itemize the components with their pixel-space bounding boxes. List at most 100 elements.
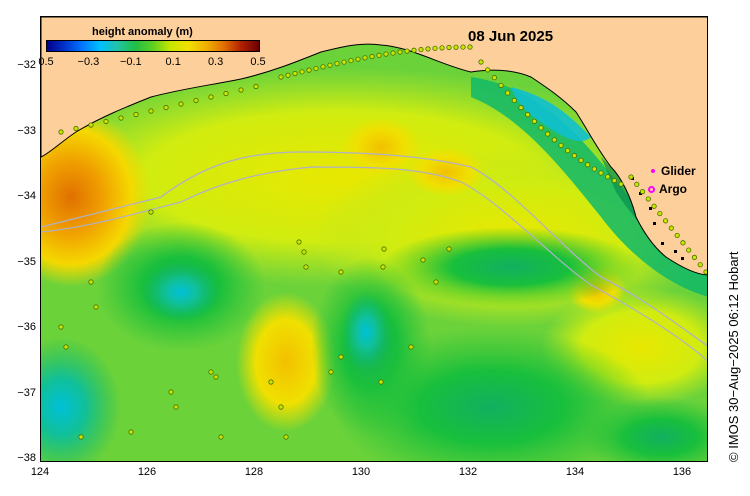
lat-tick-label: −32 <box>17 59 36 71</box>
anomaly-low <box>331 327 651 461</box>
glider-position <box>628 174 634 180</box>
glider-position <box>691 254 698 260</box>
glider-position <box>605 174 611 180</box>
contour-line <box>41 166 707 362</box>
anomaly-warm-spot <box>341 117 421 177</box>
glider-position <box>453 44 459 50</box>
island-marker <box>681 257 684 260</box>
argo-float-position <box>128 429 134 435</box>
argo-float-position <box>208 369 214 375</box>
glider-position <box>657 210 663 217</box>
glider-position <box>639 189 646 195</box>
lat-tick-label: −35 <box>17 255 36 268</box>
glider-position <box>432 45 438 51</box>
glider-position <box>645 196 651 202</box>
glider-position <box>505 90 511 96</box>
glider-position <box>439 45 445 51</box>
legend-argo: Argo <box>648 180 696 198</box>
glider-position <box>571 153 577 159</box>
legend: Glider Argo <box>648 162 696 198</box>
argo-float-position <box>283 434 289 440</box>
glider-position <box>383 51 389 57</box>
glider-position <box>545 131 551 137</box>
glider-position <box>58 129 64 135</box>
sea-level-anomaly-map <box>41 17 707 461</box>
glider-position <box>348 57 354 64</box>
island-marker <box>661 242 664 245</box>
glider-position <box>518 105 524 111</box>
argo-float-position <box>218 434 224 440</box>
argo-float-position <box>148 209 154 215</box>
glider-position <box>238 87 244 93</box>
glider-position <box>551 137 557 143</box>
glider-position <box>88 122 94 128</box>
legend-glider: Glider <box>648 162 696 180</box>
glider-position <box>651 203 657 209</box>
glider-position <box>558 142 564 149</box>
island-marker <box>653 222 656 225</box>
colorbar-tick-label: 0.3 <box>207 56 224 68</box>
glider-position <box>369 53 375 60</box>
glider-position <box>376 52 382 58</box>
glider-position <box>611 177 617 184</box>
glider-position <box>118 115 124 121</box>
argo-float-position <box>93 304 99 310</box>
glider-position <box>292 70 298 77</box>
glider-position <box>223 90 229 97</box>
argo-float-position <box>380 264 386 270</box>
colorbar-tick-label: −0.3 <box>77 56 100 68</box>
glider-position <box>193 97 199 104</box>
argo-float-position <box>168 389 174 395</box>
lat-tick-label: −38 <box>17 452 36 464</box>
credit-text: © IMOS 30−Aug−2025 06:12 Hobart <box>726 251 741 463</box>
glider-position <box>208 94 214 100</box>
glider-position <box>390 50 396 56</box>
argo-float-position <box>88 279 94 285</box>
anomaly-low <box>581 397 707 461</box>
glider-position <box>674 232 680 239</box>
glider-position <box>418 46 424 53</box>
glider-position <box>525 112 531 118</box>
coastal-cyan-patch <box>511 87 591 142</box>
argo-float-position <box>303 264 309 270</box>
glider-position <box>531 118 537 124</box>
glider-position <box>334 61 340 67</box>
lon-tick-label: 130 <box>351 466 371 478</box>
glider-position <box>178 101 184 107</box>
glider-position <box>634 181 640 187</box>
glider-position <box>355 56 361 62</box>
argo-marker-icon <box>648 185 655 193</box>
glider-position <box>467 44 473 50</box>
lon-tick-label: 136 <box>672 466 692 478</box>
glider-position <box>578 157 584 163</box>
glider-position <box>341 59 347 65</box>
argo-float-position <box>213 374 219 380</box>
argo-float-position <box>268 379 274 385</box>
argo-float-position <box>173 404 179 410</box>
glider-position <box>460 44 466 50</box>
glider-position <box>511 97 517 103</box>
argo-float-position <box>58 324 64 330</box>
argo-float-position <box>420 257 426 263</box>
glider-position <box>663 218 669 224</box>
glider-position <box>327 62 333 68</box>
glider-position <box>133 111 139 118</box>
glider-marker-icon <box>651 169 655 173</box>
glider-position <box>491 75 497 81</box>
anomaly-low-core <box>141 262 221 322</box>
anomaly-low <box>381 227 641 307</box>
island-marker <box>639 192 642 195</box>
lon-tick-label: 124 <box>30 466 50 478</box>
glider-position <box>148 108 154 114</box>
island-marker <box>674 250 677 253</box>
glider-position <box>680 240 686 246</box>
glider-position <box>285 72 291 78</box>
lat-tick-label: −34 <box>17 190 36 202</box>
lon-tick-label: 126 <box>137 466 157 478</box>
argo-float-position <box>301 249 307 255</box>
glider-position <box>446 44 452 51</box>
glider-position <box>697 262 703 268</box>
glider-position <box>163 104 169 111</box>
glider-position <box>478 59 484 65</box>
australia-coast <box>41 17 707 276</box>
